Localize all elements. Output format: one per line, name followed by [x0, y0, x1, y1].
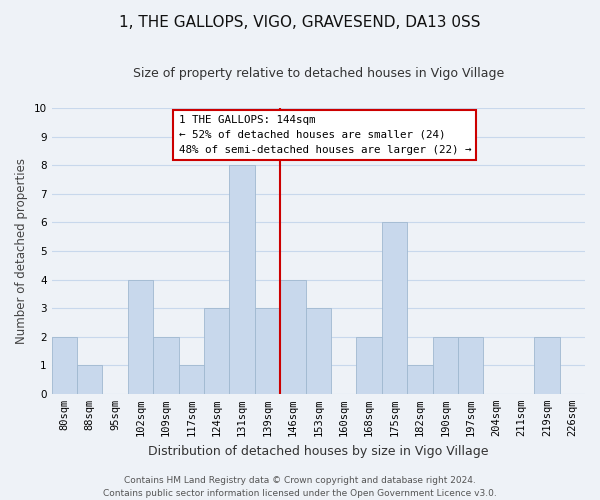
Bar	[534, 336, 560, 394]
Bar	[356, 336, 382, 394]
Text: 1, THE GALLOPS, VIGO, GRAVESEND, DA13 0SS: 1, THE GALLOPS, VIGO, GRAVESEND, DA13 0S…	[119, 15, 481, 30]
Bar	[204, 308, 229, 394]
Bar	[229, 165, 255, 394]
Bar	[433, 336, 458, 394]
Bar	[255, 308, 280, 394]
X-axis label: Distribution of detached houses by size in Vigo Village: Distribution of detached houses by size …	[148, 444, 488, 458]
Y-axis label: Number of detached properties: Number of detached properties	[15, 158, 28, 344]
Bar	[77, 365, 103, 394]
Text: Contains HM Land Registry data © Crown copyright and database right 2024.
Contai: Contains HM Land Registry data © Crown c…	[103, 476, 497, 498]
Bar	[153, 336, 179, 394]
Title: Size of property relative to detached houses in Vigo Village: Size of property relative to detached ho…	[133, 68, 504, 80]
Text: 1 THE GALLOPS: 144sqm
← 52% of detached houses are smaller (24)
48% of semi-deta: 1 THE GALLOPS: 144sqm ← 52% of detached …	[179, 115, 471, 155]
Bar	[179, 365, 204, 394]
Bar	[280, 280, 305, 394]
Bar	[305, 308, 331, 394]
Bar	[52, 336, 77, 394]
Bar	[458, 336, 484, 394]
Bar	[128, 280, 153, 394]
Bar	[407, 365, 433, 394]
Bar	[382, 222, 407, 394]
